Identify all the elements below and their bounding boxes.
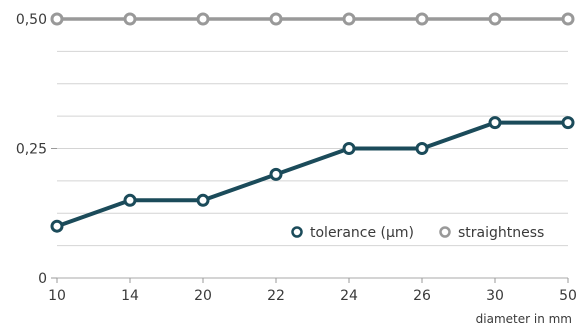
x-tick-label: 24: [340, 288, 358, 304]
series: [52, 14, 573, 231]
x-tick-labels: 10 14 20 22 24 26 30 50: [48, 278, 577, 304]
x-tick-label: 26: [413, 288, 431, 304]
legend-label: straightness: [458, 225, 544, 241]
series-line: [57, 123, 568, 227]
data-point: [490, 14, 500, 24]
data-point: [344, 144, 354, 154]
data-point: [563, 118, 573, 128]
data-point: [417, 144, 427, 154]
y-tick-label: 0: [38, 271, 47, 287]
legend-label: tolerance (µm): [310, 225, 414, 241]
y-tick-label: 0,50: [16, 12, 47, 28]
gridlines: [57, 19, 568, 246]
x-tick-label: 20: [194, 288, 212, 304]
data-point: [198, 14, 208, 24]
data-point: [52, 14, 62, 24]
data-point: [52, 221, 62, 231]
data-point: [125, 195, 135, 205]
data-point: [125, 14, 135, 24]
data-point: [271, 14, 281, 24]
data-point: [344, 14, 354, 24]
data-point: [490, 118, 500, 128]
legend-marker: [293, 228, 302, 237]
data-point: [563, 14, 573, 24]
x-tick-label: 30: [486, 288, 504, 304]
y-tick-label: 0,25: [16, 142, 47, 158]
x-tick-label: 22: [267, 288, 285, 304]
x-tick-label: 14: [121, 288, 139, 304]
data-point: [271, 169, 281, 179]
legend: tolerance (µm) straightness: [293, 225, 545, 241]
data-point: [198, 195, 208, 205]
x-tick-label: 50: [559, 288, 577, 304]
data-point: [417, 14, 427, 24]
y-tick-labels: 0 0,25 0,50: [16, 12, 57, 287]
x-axis-label: diameter in mm: [476, 312, 572, 326]
legend-marker: [441, 228, 450, 237]
x-tick-label: 10: [48, 288, 66, 304]
